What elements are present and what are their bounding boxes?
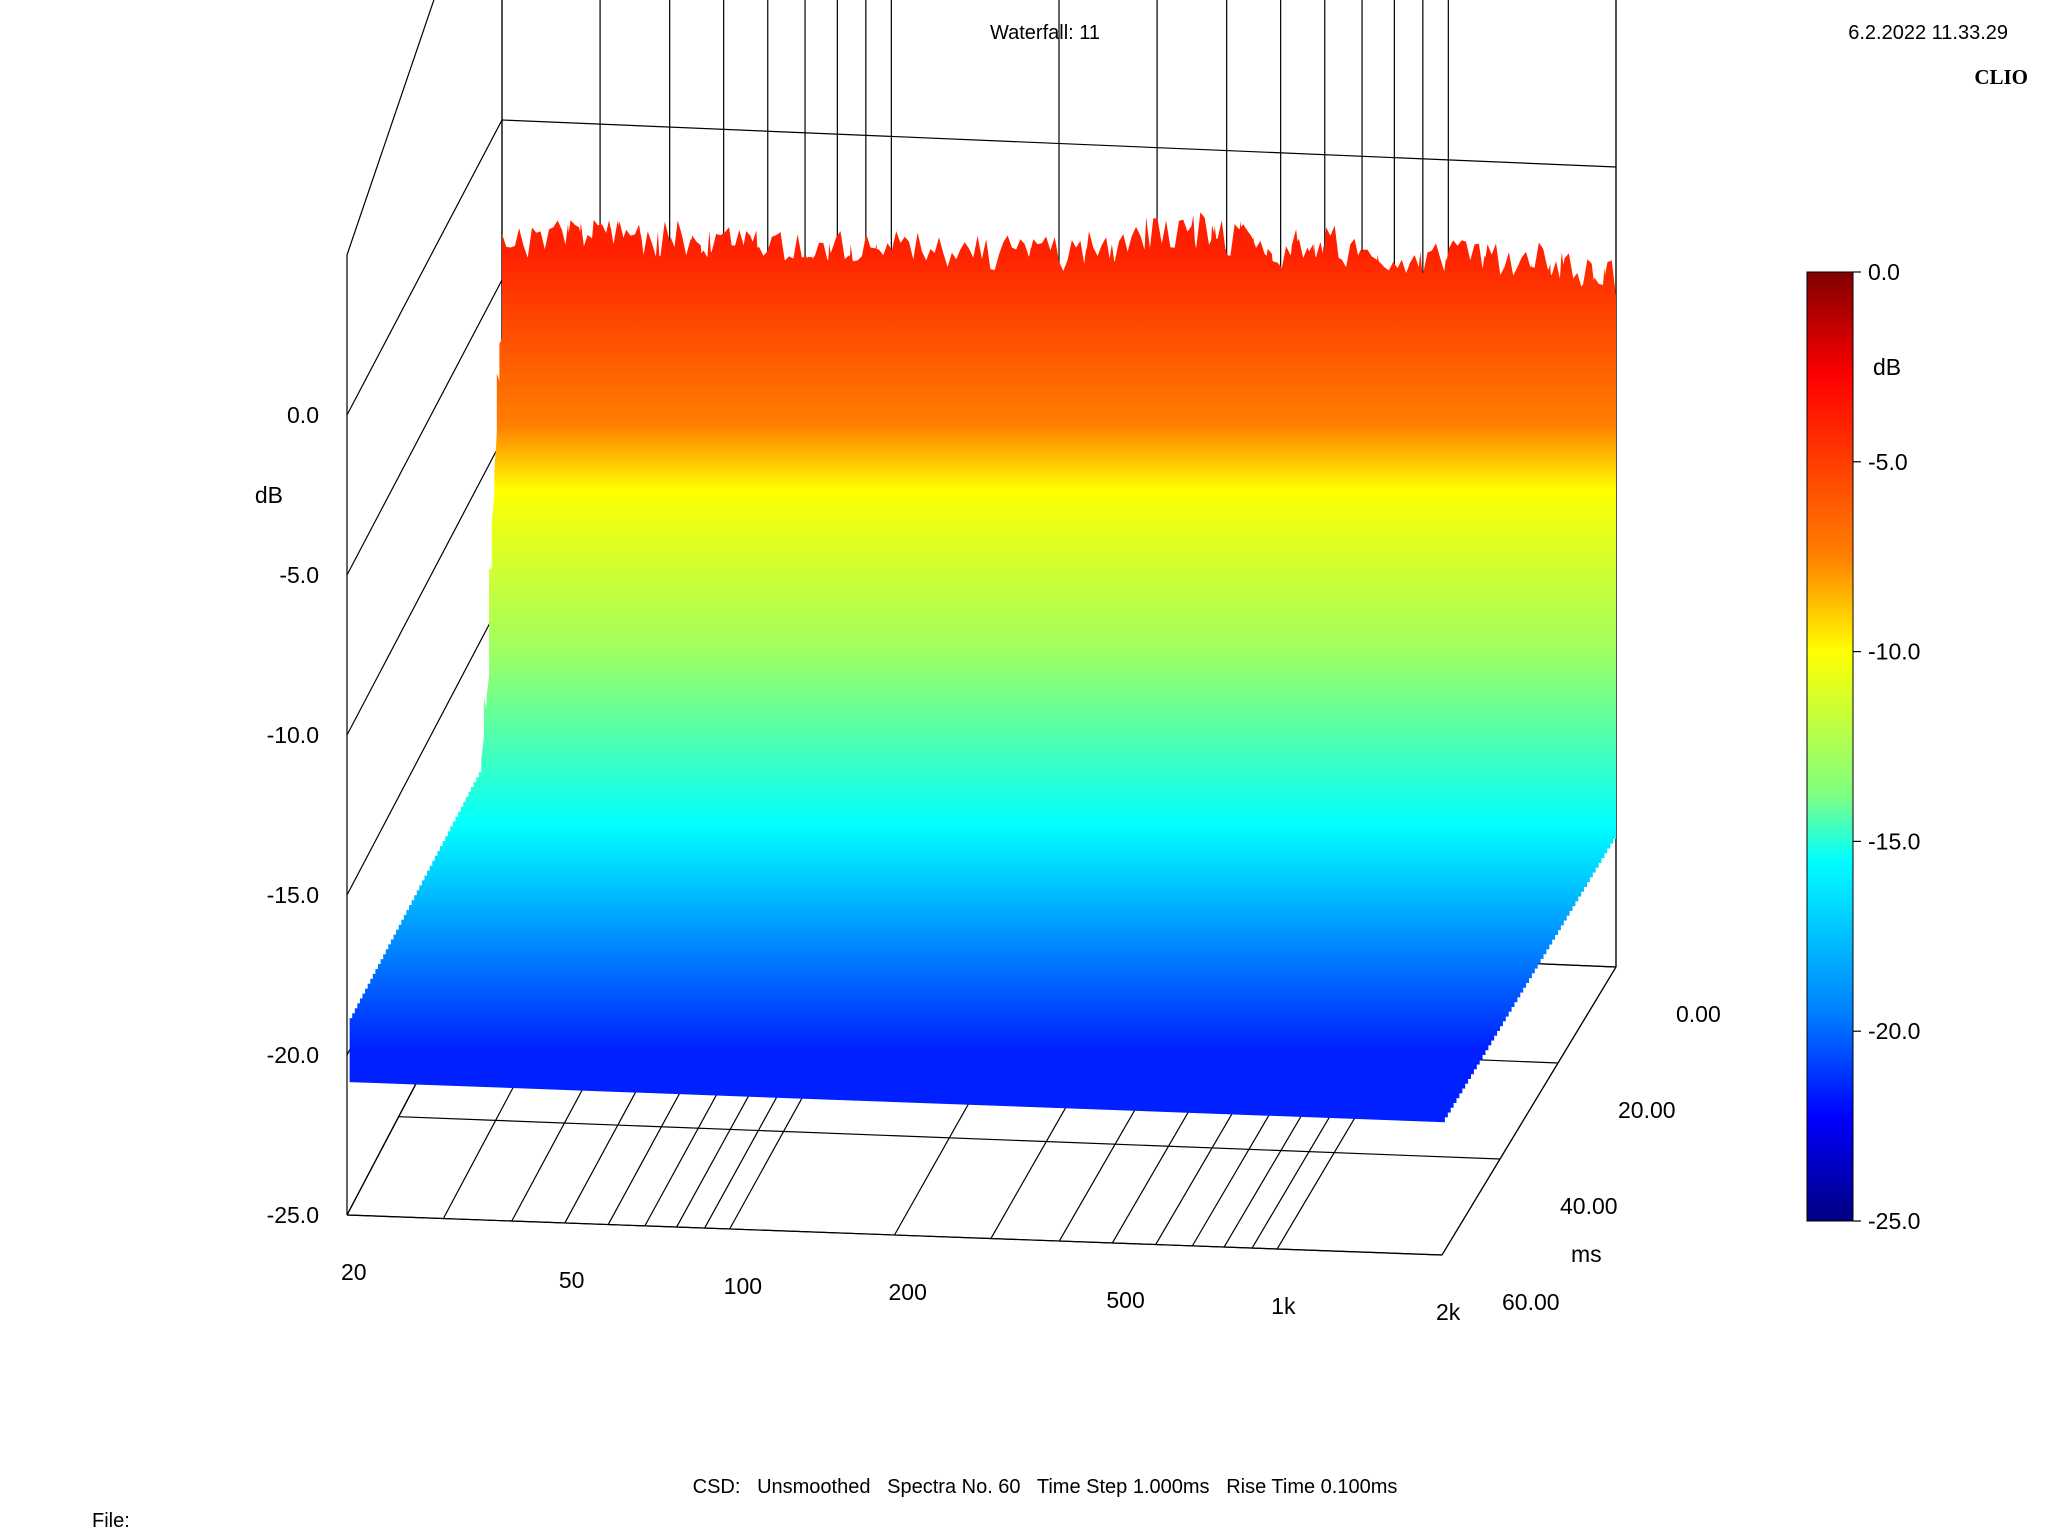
y-tick-label: 0.0 — [287, 402, 319, 428]
clio-logo: CLIO — [1974, 65, 2028, 89]
left-wall-grid-line — [346, 119, 503, 416]
x-axis-ticks: 20 50 100 200 500 1k 2k — [341, 1259, 1461, 1325]
axis-frame — [346, 966, 1617, 1256]
z-tick-label: 20.00 — [1618, 1097, 1676, 1123]
z-axis-label: ms — [1571, 1241, 1602, 1267]
colorbar-tick-label: -20.0 — [1868, 1018, 1920, 1044]
z-axis-ticks: 0.00 20.00 40.00 60.00 ms — [1502, 1001, 1721, 1315]
measurement-summary: CSD: Unsmoothed Spectra No. 60 Time Step… — [692, 1476, 1398, 1498]
x-tick-label: 100 — [724, 1273, 762, 1299]
x-tick-label: 2k — [1436, 1299, 1461, 1325]
y-axis-ticks: 0.0 -5.0 -10.0 -15.0 -20.0 -25.0 dB — [255, 402, 319, 1228]
x-tick-label: 1k — [1271, 1293, 1296, 1319]
x-tick-label: 20 — [341, 1259, 367, 1285]
colorbar-tick-label: -25.0 — [1868, 1208, 1920, 1234]
timestamp: 6.2.2022 11.33.29 — [1848, 22, 2008, 44]
y-tick-label: -10.0 — [267, 722, 319, 748]
x-tick-label: 50 — [559, 1267, 585, 1293]
z-tick-label: 60.00 — [1502, 1289, 1560, 1315]
left-wall-top-edge — [346, 0, 435, 256]
y-tick-label: -25.0 — [267, 1202, 319, 1228]
colorbar: 0.0 -5.0 -10.0 -15.0 -20.0 -25.0 dB — [1806, 259, 1920, 1234]
colorbar-tick-label: -5.0 — [1868, 449, 1908, 475]
colorbar-unit-label: dB — [1873, 354, 1901, 380]
left-wall-grid-line — [346, 599, 503, 896]
floor-right-edge — [1441, 966, 1617, 1256]
colorbar-tick-label: 0.0 — [1868, 259, 1900, 285]
left-wall-grid-line — [346, 439, 503, 736]
chart-title: Waterfall: 11 — [989, 22, 1101, 44]
x-tick-label: 200 — [889, 1279, 927, 1305]
spectrum-slice-0ms — [502, 212, 1616, 839]
floor-front-edge — [346, 1214, 1443, 1256]
y-tick-label: -15.0 — [267, 882, 319, 908]
y-axis-label: dB — [255, 482, 283, 508]
z-tick-label: 0.00 — [1676, 1001, 1721, 1027]
waterfall-surface — [349, 212, 1616, 1123]
left-wall-grid-line — [346, 279, 503, 576]
file-label: File: — [92, 1510, 130, 1532]
y-tick-label: -20.0 — [267, 1042, 319, 1068]
colorbar-tick-label: -10.0 — [1868, 639, 1920, 665]
colorbar-tick-label: -15.0 — [1868, 828, 1920, 854]
colorbar-gradient — [1806, 271, 1854, 1222]
x-tick-label: 500 — [1106, 1287, 1144, 1313]
z-tick-label: 40.00 — [1560, 1193, 1618, 1219]
y-tick-label: -5.0 — [279, 562, 319, 588]
